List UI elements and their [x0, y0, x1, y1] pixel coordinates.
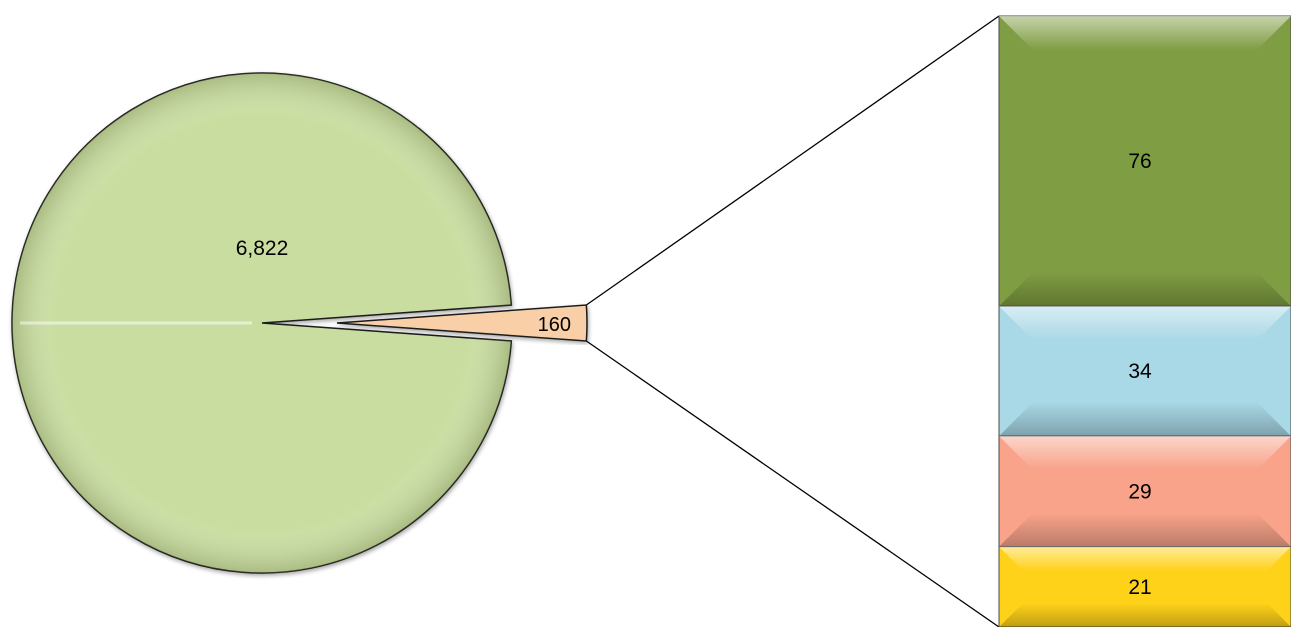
pie-label-small: 160: [538, 314, 571, 336]
bevel-top: [999, 16, 1291, 50]
pie-label-large: 6,822: [236, 237, 289, 260]
bevel-bottom: [999, 513, 1291, 547]
bevel-bottom: [999, 602, 1291, 627]
connector-lines: [585, 15, 1000, 628]
breakdown-label-76: 76: [1128, 150, 1151, 173]
data-labels: 76 34 29 21 6,822 160: [236, 150, 1152, 599]
connector-top: [585, 15, 1000, 306]
bevel-top: [999, 306, 1291, 341]
bevel-bottom: [999, 272, 1291, 307]
breakdown-label-34: 34: [1128, 360, 1152, 383]
bevel-top: [999, 546, 1291, 571]
breakdown-label-21: 21: [1128, 576, 1151, 599]
breakdown-segment-21: [998, 546, 1291, 628]
connector-bottom: [585, 340, 1000, 628]
bevel-bottom: [999, 402, 1291, 437]
pie-slice-small: [336, 304, 588, 342]
pie-slice-large-shading: [12, 73, 512, 574]
bevel-top: [999, 436, 1291, 470]
breakdown-segment-29: [998, 435, 1291, 548]
breakdown-segment-34: [998, 305, 1291, 437]
breakdown-label-29: 29: [1128, 480, 1151, 503]
breakdown-stack: [998, 15, 1291, 628]
pie: [11, 72, 588, 574]
